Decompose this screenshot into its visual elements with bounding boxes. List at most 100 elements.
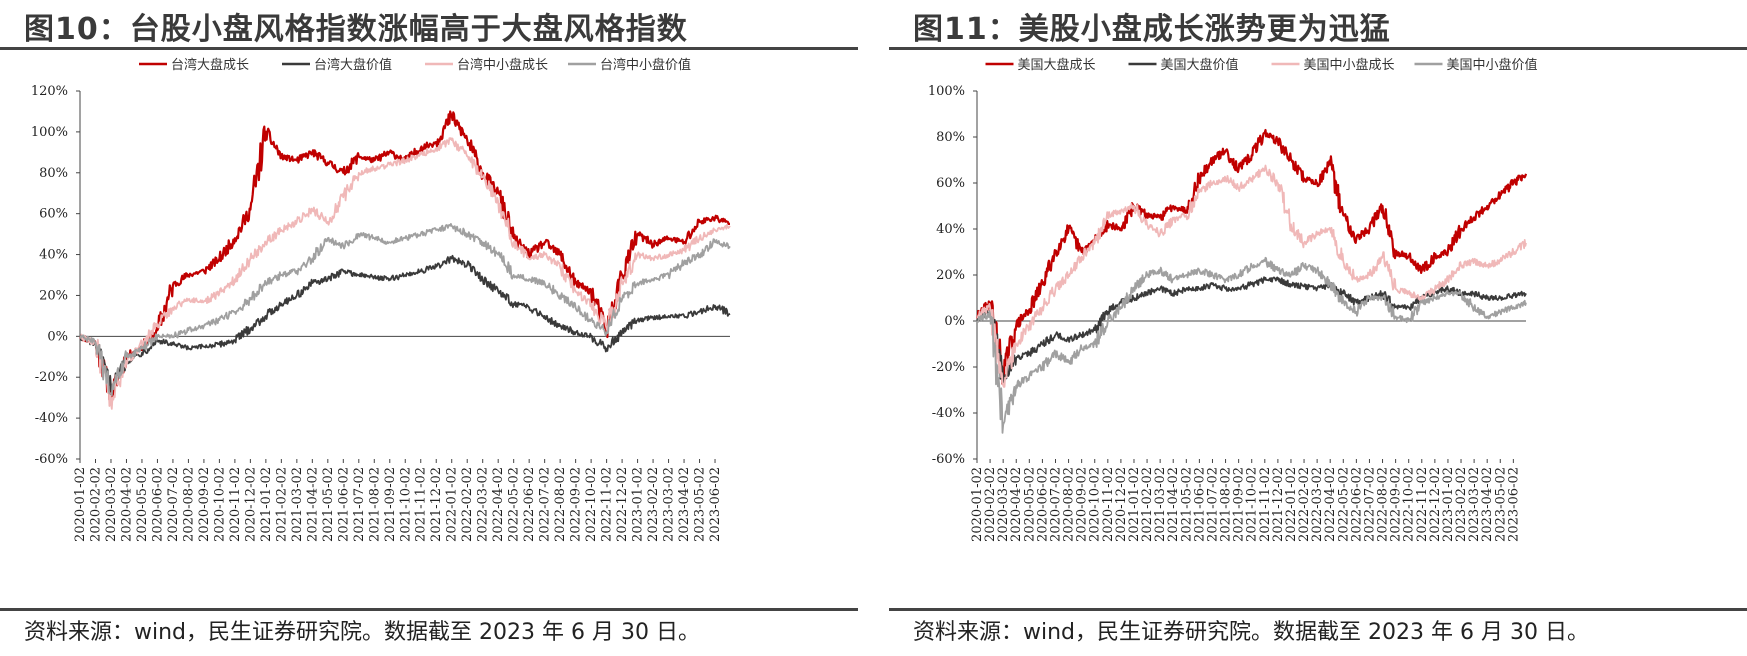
x-tick-label: 2023-02-02 [1454, 467, 1469, 542]
series-line [78, 110, 731, 401]
x-tick-label: 2021-10-02 [398, 467, 413, 542]
x-tick-label: 2021-12-02 [1271, 467, 1286, 542]
source-divider [889, 608, 1747, 611]
x-tick-label: 2022-06-02 [522, 467, 537, 542]
y-tick-label: -20% [932, 360, 965, 375]
legend-label: 美国中小盘成长 [1304, 57, 1395, 73]
y-tick-label: -20% [35, 370, 68, 385]
line-chart-taiwan: -60% -40% -20% 0% 20% 40% 60% 80% 100% 120% 2020-0… [31, 57, 731, 542]
series-line [976, 164, 1527, 388]
x-tick-label: 2023-03-02 [662, 467, 677, 542]
chart-panel-right: 图11：美股小盘成长涨势更为迅猛 -60% -40% -20% 0% 20% 40% 60%… [889, 0, 1747, 656]
chart-title: 图10：台股小盘风格指数涨幅高于大盘风格指数 [24, 12, 688, 47]
x-tick-label: 2020-02-02 [983, 467, 998, 542]
x-tick-label: 2020-03-02 [104, 467, 119, 542]
x-tick-label: 2020-09-02 [197, 467, 212, 542]
x-tick-label: 2021-02-02 [1140, 467, 1155, 542]
x-tick-label: 2021-08-02 [367, 467, 382, 542]
x-tick-label: 2021-03-02 [1153, 467, 1168, 542]
x-tick-label: 2021-11-02 [1258, 467, 1273, 542]
x-tick-label: 2022-01-02 [1284, 467, 1299, 542]
x-tick-label: 2020-04-02 [1009, 467, 1024, 542]
x-tick-label: 2021-05-02 [321, 467, 336, 542]
y-tick-label: -40% [35, 411, 68, 426]
x-tick-label: 2020-12-02 [243, 467, 258, 542]
x-tick-label: 2020-09-02 [1075, 467, 1090, 542]
x-tick-label: 2020-03-02 [996, 467, 1011, 542]
x-tick-label: 2022-02-02 [1297, 467, 1312, 542]
x-tick-label: 2022-07-02 [1362, 467, 1377, 542]
x-tick-label: 2020-06-02 [1035, 467, 1050, 542]
legend-label: 台湾大盘成长 [171, 57, 249, 73]
x-tick-label: 2022-03-02 [476, 467, 491, 542]
x-tick-label: 2022-01-02 [445, 467, 460, 542]
x-tick-label: 2020-08-02 [181, 467, 196, 542]
x-tick-label: 2020-08-02 [1062, 467, 1077, 542]
title-divider [889, 47, 1747, 50]
title-divider [0, 47, 858, 50]
legend-label: 美国大盘价值 [1161, 57, 1239, 73]
y-tick-label: 20% [936, 268, 965, 283]
legend-label: 美国大盘成长 [1018, 57, 1096, 73]
source-note: 资料来源：wind，民生证券研究院。数据截至 2023 年 6 月 30 日。 [24, 620, 700, 645]
y-tick-label: 0% [944, 314, 965, 329]
source-divider [0, 608, 858, 611]
series-line [79, 137, 731, 410]
x-tick-label: 2023-03-02 [1467, 467, 1482, 542]
x-tick-label: 2020-07-02 [166, 467, 181, 542]
x-tick-label: 2022-03-02 [1310, 467, 1325, 542]
x-tick-label: 2021-07-02 [1205, 467, 1220, 542]
y-tick-label: 80% [39, 166, 68, 181]
x-tick-label: 2023-01-02 [1441, 467, 1456, 542]
x-tick-label: 2022-10-02 [584, 467, 599, 542]
x-tick-label: 2023-06-02 [1506, 467, 1521, 542]
y-tick-label: 100% [31, 125, 68, 140]
x-tick-label: 2020-04-02 [119, 467, 134, 542]
x-tick-label: 2022-10-02 [1402, 467, 1417, 542]
x-tick-label: 2022-12-02 [1428, 467, 1443, 542]
x-tick-label: 2020-05-02 [1022, 467, 1037, 542]
y-tick-label: 80% [936, 130, 965, 145]
x-tick-label: 2020-01-02 [73, 467, 88, 542]
x-tick-label: 2022-06-02 [1349, 467, 1364, 542]
x-tick-label: 2022-02-02 [460, 467, 475, 542]
x-tick-label: 2022-08-02 [1376, 467, 1391, 542]
x-tick-label: 2022-11-02 [1415, 467, 1430, 542]
x-tick-label: 2022-05-02 [507, 467, 522, 542]
y-tick-label: 40% [39, 248, 68, 263]
x-tick-label: 2021-04-02 [305, 467, 320, 542]
x-tick-label: 2022-07-02 [538, 467, 553, 542]
x-tick-label: 2020-07-02 [1048, 467, 1063, 542]
x-tick-label: 2020-02-02 [88, 467, 103, 542]
x-tick-label: 2023-05-02 [693, 467, 708, 542]
y-tick-label: 120% [31, 84, 68, 99]
x-tick-label: 2020-11-02 [228, 467, 243, 542]
x-tick-label: 2021-02-02 [274, 467, 289, 542]
x-tick-label: 2020-10-02 [1088, 467, 1103, 542]
x-tick-label: 2021-06-02 [336, 467, 351, 542]
legend-label: 台湾中小盘成长 [457, 57, 548, 73]
x-tick-label: 2021-08-02 [1219, 467, 1234, 542]
line-chart-us: -60% -40% -20% 0% 20% 40% 60% 80% 100% 2020-01-02… [928, 57, 1538, 542]
legend-label: 台湾中小盘价值 [600, 57, 691, 73]
x-tick-label: 2022-04-02 [1323, 467, 1338, 542]
x-tick-label: 2023-06-02 [708, 467, 723, 542]
series-line [975, 128, 1528, 385]
x-tick-label: 2021-07-02 [352, 467, 367, 542]
series-line [976, 256, 1527, 434]
y-tick-label: 20% [39, 288, 68, 303]
x-tick-label: 2022-09-02 [569, 467, 584, 542]
x-tick-label: 2021-06-02 [1192, 467, 1207, 542]
series-line [79, 254, 731, 395]
x-tick-label: 2021-10-02 [1245, 467, 1260, 542]
x-tick-label: 2020-01-02 [970, 467, 985, 542]
y-tick-label: 0% [47, 329, 68, 344]
x-tick-label: 2022-12-02 [615, 467, 630, 542]
x-tick-label: 2020-12-02 [1114, 467, 1129, 542]
x-tick-label: 2021-05-02 [1179, 467, 1194, 542]
x-tick-label: 2023-04-02 [677, 467, 692, 542]
x-tick-label: 2023-01-02 [631, 467, 646, 542]
y-tick-label: -40% [932, 406, 965, 421]
x-tick-label: 2022-11-02 [600, 467, 615, 542]
x-tick-label: 2021-01-02 [1127, 467, 1142, 542]
